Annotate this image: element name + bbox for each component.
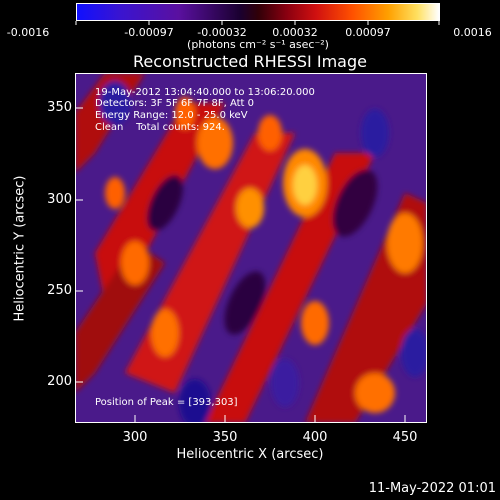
- y-axis-label: Heliocentric Y (arcsec): [12, 175, 28, 322]
- x-tick-label: 300: [122, 430, 148, 445]
- colorbar-tick-label: 0.0016: [453, 26, 492, 39]
- colorbar-tick-label: -0.00032: [197, 26, 247, 39]
- image-title: Reconstructed RHESSI Image: [133, 52, 367, 71]
- peak-position-label: Position of Peak = [393,303]: [95, 397, 238, 408]
- x-axis-label: Heliocentric X (arcsec): [176, 447, 324, 462]
- x-tick-label: 350: [212, 430, 238, 445]
- info-line-energy: Energy Range: 12.0 - 25.0 keV: [95, 110, 248, 121]
- colorbar-tick-label: 0.00097: [345, 26, 391, 39]
- info-line-clean: Clean Total counts: 924.: [95, 122, 225, 133]
- footer-timestamp: 11-May-2022 01:01: [368, 481, 496, 496]
- colorbar-tick-label: 0.00032: [272, 26, 318, 39]
- colorbar-tick-label: -0.0016: [6, 26, 50, 39]
- rhessi-image: [75, 73, 427, 423]
- info-line-detectors: Detectors: 3F 5F 6F 7F 8F, Att 0: [95, 98, 255, 109]
- y-tick-label: 250: [47, 283, 72, 298]
- colorbar-tick-label: -0.00097: [124, 26, 174, 39]
- x-tick-label: 450: [392, 430, 418, 445]
- x-tick-label: 400: [302, 430, 328, 445]
- y-tick-label: 200: [47, 374, 72, 389]
- y-tick-label: 300: [47, 192, 72, 207]
- info-line-time: 19-May-2012 13:04:40.000 to 13:06:20.000: [95, 87, 315, 98]
- colorbar-units: (photons cm⁻² s⁻¹ asec⁻²): [187, 38, 329, 51]
- colorbar-ticks: [75, 21, 440, 25]
- colorbar: [76, 3, 440, 21]
- y-tick-label: 350: [47, 100, 72, 115]
- rhessi-image-map: [75, 73, 427, 423]
